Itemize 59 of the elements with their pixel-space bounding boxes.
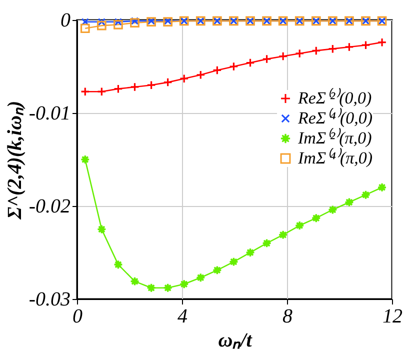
point xyxy=(246,248,255,258)
point xyxy=(212,265,222,275)
point xyxy=(278,230,288,240)
point xyxy=(80,86,90,96)
point xyxy=(97,86,106,96)
point xyxy=(328,205,338,214)
point xyxy=(130,18,140,28)
point xyxy=(80,24,90,34)
point xyxy=(294,48,304,58)
x-tick-label: 12 xyxy=(382,306,402,328)
point xyxy=(98,18,106,26)
point xyxy=(262,54,272,64)
point xyxy=(229,62,238,72)
point xyxy=(179,74,189,84)
point xyxy=(246,58,255,68)
point xyxy=(114,20,123,30)
point xyxy=(130,17,139,25)
point xyxy=(361,40,370,50)
point xyxy=(163,78,172,87)
y-axis-title: Σ^(2,4)(k,iωₙ) xyxy=(4,100,26,220)
point xyxy=(114,18,122,26)
point xyxy=(114,84,123,94)
point xyxy=(344,198,354,207)
y-tick-label: -0.03 xyxy=(28,288,70,310)
point xyxy=(130,276,140,286)
point xyxy=(294,220,304,230)
point xyxy=(377,182,387,192)
point xyxy=(80,154,90,164)
legend-label: ReΣ⁽²⁾(0,0) xyxy=(297,88,372,108)
point xyxy=(114,260,123,270)
point xyxy=(196,70,206,80)
legend-label: ImΣ⁽²⁾(π,0) xyxy=(297,128,372,148)
legend-label: ReΣ⁽⁴⁾(0,0) xyxy=(297,108,373,128)
point xyxy=(344,42,354,52)
y-tick-label: -0.02 xyxy=(28,196,70,218)
point xyxy=(377,38,387,47)
x-tick-label: 8 xyxy=(282,306,292,328)
point xyxy=(179,279,189,289)
point xyxy=(146,80,156,90)
y-tick-label: 0 xyxy=(60,10,70,32)
point xyxy=(196,272,206,282)
point xyxy=(212,66,222,75)
point xyxy=(81,18,90,26)
x-tick-label: 4 xyxy=(178,306,188,328)
point xyxy=(229,257,238,266)
point xyxy=(97,224,106,234)
x-axis-title: ωₙ/t xyxy=(218,330,254,352)
point xyxy=(146,283,156,293)
point xyxy=(361,190,370,200)
point xyxy=(130,82,140,92)
legend-label: ImΣ⁽⁴⁾(π,0) xyxy=(297,148,373,168)
point xyxy=(163,283,172,293)
point xyxy=(328,44,338,54)
y-tick-label: -0.01 xyxy=(28,102,70,124)
point xyxy=(311,213,321,223)
point xyxy=(262,238,272,248)
point xyxy=(311,46,321,56)
point xyxy=(278,52,288,61)
point xyxy=(97,20,106,30)
